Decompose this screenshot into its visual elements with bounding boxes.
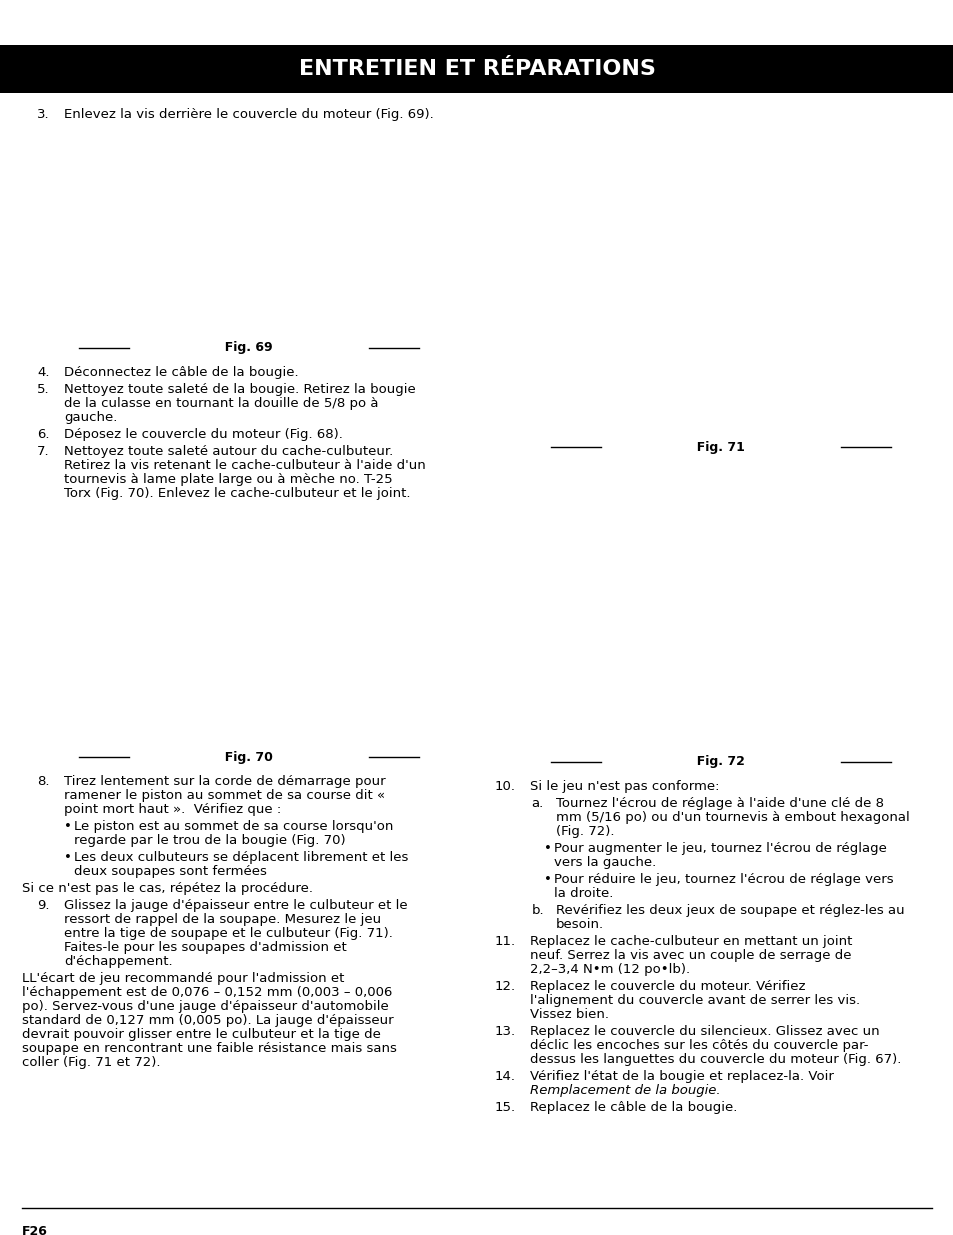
Text: Glissez la jauge d'épaisseur entre le culbuteur et le: Glissez la jauge d'épaisseur entre le cu… bbox=[64, 899, 407, 911]
Text: d'échappement.: d'échappement. bbox=[64, 955, 172, 968]
Text: Fig. 70: Fig. 70 bbox=[216, 751, 281, 763]
Text: Retirez la vis retenant le cache-culbuteur à l'aide d'un: Retirez la vis retenant le cache-culbute… bbox=[64, 459, 425, 472]
Text: Nettoyez toute saleté de la bougie. Retirez la bougie: Nettoyez toute saleté de la bougie. Reti… bbox=[64, 383, 416, 396]
Text: l'alignement du couvercle avant de serrer les vis.: l'alignement du couvercle avant de serre… bbox=[530, 994, 860, 1007]
Text: 3.: 3. bbox=[37, 107, 50, 121]
Text: Fig. 72: Fig. 72 bbox=[687, 756, 753, 768]
Text: gauche.: gauche. bbox=[64, 411, 117, 424]
Text: entre la tige de soupape et le culbuteur (Fig. 71).: entre la tige de soupape et le culbuteur… bbox=[64, 927, 393, 940]
Text: deux soupapes sont fermées: deux soupapes sont fermées bbox=[74, 864, 267, 878]
Text: Vérifiez l'état de la bougie et replacez-la. Voir: Vérifiez l'état de la bougie et replacez… bbox=[530, 1070, 833, 1083]
Text: LL'écart de jeu recommandé pour l'admission et: LL'écart de jeu recommandé pour l'admiss… bbox=[22, 972, 344, 986]
Text: Déposez le couvercle du moteur (Fig. 68).: Déposez le couvercle du moteur (Fig. 68)… bbox=[64, 429, 342, 441]
Text: Si le jeu n'est pas conforme:: Si le jeu n'est pas conforme: bbox=[530, 781, 719, 793]
Text: Le piston est au sommet de sa course lorsqu'on: Le piston est au sommet de sa course lor… bbox=[74, 820, 393, 832]
Text: neuf. Serrez la vis avec un couple de serrage de: neuf. Serrez la vis avec un couple de se… bbox=[530, 948, 851, 962]
Text: (Fig. 72).: (Fig. 72). bbox=[556, 825, 614, 839]
Text: Torx (Fig. 70). Enlevez le cache-culbuteur et le joint.: Torx (Fig. 70). Enlevez le cache-culbute… bbox=[64, 487, 410, 500]
Text: Remplacement de la bougie.: Remplacement de la bougie. bbox=[530, 1084, 720, 1097]
Text: soupape en rencontrant une faible résistance mais sans: soupape en rencontrant une faible résist… bbox=[22, 1042, 396, 1055]
Text: devrait pouvoir glisser entre le culbuteur et la tige de: devrait pouvoir glisser entre le culbute… bbox=[22, 1028, 380, 1041]
Text: la droite.: la droite. bbox=[554, 887, 613, 900]
Text: •: • bbox=[64, 851, 71, 864]
Text: 15.: 15. bbox=[495, 1100, 516, 1114]
Text: 7.: 7. bbox=[37, 445, 50, 458]
Text: vers la gauche.: vers la gauche. bbox=[554, 856, 656, 869]
Text: dessus les languettes du couvercle du moteur (Fig. 67).: dessus les languettes du couvercle du mo… bbox=[530, 1053, 901, 1066]
Text: Replacez le câble de la bougie.: Replacez le câble de la bougie. bbox=[530, 1100, 737, 1114]
Text: 11.: 11. bbox=[495, 935, 516, 948]
Text: tournevis à lame plate large ou à mèche no. T-25: tournevis à lame plate large ou à mèche … bbox=[64, 473, 393, 487]
Text: 14.: 14. bbox=[495, 1070, 516, 1083]
Text: Déconnectez le câble de la bougie.: Déconnectez le câble de la bougie. bbox=[64, 366, 298, 379]
Text: 12.: 12. bbox=[495, 981, 516, 993]
Text: 9.: 9. bbox=[37, 899, 50, 911]
Text: l'échappement est de 0,076 – 0,152 mm (0,003 – 0,006: l'échappement est de 0,076 – 0,152 mm (0… bbox=[22, 986, 392, 999]
Text: b.: b. bbox=[531, 904, 543, 918]
Text: ressort de rappel de la soupape. Mesurez le jeu: ressort de rappel de la soupape. Mesurez… bbox=[64, 913, 381, 926]
Text: 8.: 8. bbox=[37, 776, 50, 788]
Text: Si ce n'est pas le cas, répétez la procédure.: Si ce n'est pas le cas, répétez la procé… bbox=[22, 882, 313, 895]
Text: Les deux culbuteurs se déplacent librement et les: Les deux culbuteurs se déplacent libreme… bbox=[74, 851, 408, 864]
Text: de la culasse en tournant la douille de 5/8 po à: de la culasse en tournant la douille de … bbox=[64, 396, 378, 410]
Text: Tournez l'écrou de réglage à l'aide d'une clé de 8: Tournez l'écrou de réglage à l'aide d'un… bbox=[556, 797, 883, 810]
Text: standard de 0,127 mm (0,005 po). La jauge d'épaisseur: standard de 0,127 mm (0,005 po). La jaug… bbox=[22, 1014, 394, 1028]
Text: Revérifiez les deux jeux de soupape et réglez-les au: Revérifiez les deux jeux de soupape et r… bbox=[556, 904, 903, 918]
Text: •: • bbox=[543, 842, 551, 855]
Text: mm (5/16 po) ou d'un tournevis à embout hexagonal: mm (5/16 po) ou d'un tournevis à embout … bbox=[556, 811, 909, 824]
Text: Pour réduire le jeu, tournez l'écrou de réglage vers: Pour réduire le jeu, tournez l'écrou de … bbox=[554, 873, 893, 885]
Text: point mort haut ».  Vérifiez que :: point mort haut ». Vérifiez que : bbox=[64, 803, 281, 816]
Text: Vissez bien.: Vissez bien. bbox=[530, 1008, 608, 1021]
Text: Replacez le cache-culbuteur en mettant un joint: Replacez le cache-culbuteur en mettant u… bbox=[530, 935, 851, 948]
Text: 5.: 5. bbox=[37, 383, 50, 396]
Text: 4.: 4. bbox=[37, 366, 50, 379]
Text: •: • bbox=[543, 873, 551, 885]
Text: Pour augmenter le jeu, tournez l'écrou de réglage: Pour augmenter le jeu, tournez l'écrou d… bbox=[554, 842, 886, 855]
Text: a.: a. bbox=[531, 797, 543, 810]
Text: Replacez le couvercle du silencieux. Glissez avec un: Replacez le couvercle du silencieux. Gli… bbox=[530, 1025, 879, 1037]
Text: déclic les encoches sur les côtés du couvercle par-: déclic les encoches sur les côtés du cou… bbox=[530, 1039, 867, 1052]
Text: 2,2–3,4 N•m (12 po•lb).: 2,2–3,4 N•m (12 po•lb). bbox=[530, 963, 689, 976]
Text: Replacez le couvercle du moteur. Vérifiez: Replacez le couvercle du moteur. Vérifie… bbox=[530, 981, 804, 993]
Text: Fig. 71: Fig. 71 bbox=[687, 441, 753, 453]
Text: Nettoyez toute saleté autour du cache-culbuteur.: Nettoyez toute saleté autour du cache-cu… bbox=[64, 445, 393, 458]
Text: Faites-le pour les soupapes d'admission et: Faites-le pour les soupapes d'admission … bbox=[64, 941, 346, 953]
Text: besoin.: besoin. bbox=[556, 918, 603, 931]
Text: Tirez lentement sur la corde de démarrage pour: Tirez lentement sur la corde de démarrag… bbox=[64, 776, 385, 788]
Text: •: • bbox=[64, 820, 71, 832]
Text: ENTRETIEN ET RÉPARATIONS: ENTRETIEN ET RÉPARATIONS bbox=[298, 59, 655, 79]
Text: F26: F26 bbox=[22, 1225, 48, 1235]
Text: 13.: 13. bbox=[495, 1025, 516, 1037]
Text: Fig. 69: Fig. 69 bbox=[216, 342, 281, 354]
Bar bbox=[0, 44, 953, 93]
Text: regarde par le trou de la bougie (Fig. 70): regarde par le trou de la bougie (Fig. 7… bbox=[74, 834, 345, 847]
Text: ramener le piston au sommet de sa course dit «: ramener le piston au sommet de sa course… bbox=[64, 789, 385, 802]
Text: Enlevez la vis derrière le couvercle du moteur (Fig. 69).: Enlevez la vis derrière le couvercle du … bbox=[64, 107, 434, 121]
Text: po). Servez-vous d'une jauge d'épaisseur d'automobile: po). Servez-vous d'une jauge d'épaisseur… bbox=[22, 1000, 388, 1013]
Text: 6.: 6. bbox=[37, 429, 50, 441]
Text: coller (Fig. 71 et 72).: coller (Fig. 71 et 72). bbox=[22, 1056, 160, 1070]
Text: 10.: 10. bbox=[495, 781, 516, 793]
